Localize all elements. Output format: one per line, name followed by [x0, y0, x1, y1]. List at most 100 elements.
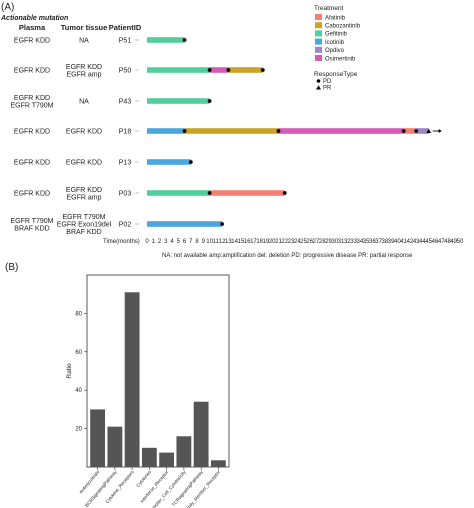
event-pd [207, 68, 212, 72]
patient-id: P43 [119, 99, 132, 106]
x-tick-label: Cytokines [135, 469, 152, 488]
x-tick-label: 23 [288, 239, 295, 245]
plasma-mutation: EGFR T790M [10, 102, 53, 109]
plasma-mutation: EGFR T790M [10, 218, 53, 225]
x-tick-label: 17 [250, 239, 257, 245]
tissue-mutation: EGFR KDD [66, 187, 102, 194]
patient-id: P02 [119, 222, 132, 229]
x-tick-label: 37 [375, 239, 382, 245]
x-tick-label: 7 [189, 239, 193, 245]
tissue-mutation: EGFR KDD [66, 129, 102, 136]
tissue-mutation: BRAF KDD [66, 229, 101, 236]
bar-tgfb-family-member-receptor [210, 460, 226, 467]
tissue-mutation: EGFR Exon19del [57, 222, 112, 229]
legend-swatch [315, 38, 322, 45]
x-tick-label: 26 [306, 239, 313, 245]
x-tick-label: 1 [152, 239, 156, 245]
x-tick-label: 3 [164, 239, 168, 245]
x-tick-label: 42 [407, 239, 414, 245]
swimmer-legend: Treatment Afatinib Cabozantinib Gefitinib Ic… [314, 5, 361, 92]
y-axis-label: Ratio [66, 363, 73, 379]
bar-naturalkiller-cell-cytotoxicity [176, 436, 192, 467]
x-tick-label: 12 [219, 239, 226, 245]
x-axis-label: Time(months) [103, 239, 140, 245]
patient-id: P18 [119, 129, 132, 136]
plasma-mutation: BRAF KDD [14, 225, 49, 232]
x-tick-label: 21 [275, 239, 282, 245]
x-tick-label: 40 [394, 239, 401, 245]
plasma-mutation: EGFR KDD [14, 38, 50, 45]
header-patient-id: PatientID [109, 23, 142, 32]
x-tick-label: 47 [438, 239, 445, 245]
swimmer-subtitle: Actionable mutation [0, 15, 68, 22]
legend-treatment-item: Cabozantinib [325, 24, 361, 30]
tissue-mutation: EGFR KDD [66, 64, 102, 71]
plasma-mutation: EGFR KDD [14, 95, 50, 102]
y-tick-label: 40 [75, 388, 82, 394]
event-pd [220, 222, 225, 226]
plasma-mutation: EGFR KDD [14, 191, 50, 198]
legend-treatment-item: Afatinib [325, 15, 346, 21]
tissue-mutation: EGFR T790M [62, 214, 105, 221]
x-tick-label: 15 [238, 239, 245, 245]
x-tick-label: 28 [319, 239, 326, 245]
patient-row-P51: EGFR KDD NA P51 [14, 37, 187, 45]
event-pr [426, 128, 431, 133]
x-tick-label: 13 [225, 239, 232, 245]
legend-treatment-item: Osimertinib [325, 56, 356, 62]
event-pd [226, 68, 231, 72]
treatment-segment-icotinib [147, 221, 223, 227]
legend-swatch [315, 14, 322, 20]
legend-swatch [315, 46, 322, 53]
x-tick-label: 39 [388, 239, 395, 245]
x-tick-label: 16 [244, 239, 251, 245]
treatment-segment-icotinib [147, 159, 191, 165]
event-pd [282, 191, 287, 195]
x-tick-label: 33 [350, 239, 357, 245]
tissue-mutation: EGFR amp [66, 194, 101, 201]
swimmer-time-axis: Time(months) 0 1 2 3 4 5 6 7 8 9 10 11 12 13 14 15 16 17 18… [103, 239, 464, 245]
x-tick-label: 8 [195, 239, 199, 245]
legend-response-item: PR [323, 86, 332, 92]
legend-swatch [315, 22, 322, 29]
tissue-mutation: NA [79, 38, 89, 45]
patient-id: P51 [119, 38, 132, 45]
legend-swatch [315, 30, 322, 37]
patient-row-P13: EGFR KDD EGFR KDD P13 [14, 159, 193, 167]
x-tick-label: 35 [363, 239, 370, 245]
bar-chart: 20406080RatioAntimicrobialsBCRSignalingP… [66, 274, 230, 508]
event-pd [414, 129, 419, 133]
x-tick-label: 32 [344, 239, 351, 245]
panel-b-label: (B) [5, 262, 18, 273]
x-tick-label: 18 [256, 239, 263, 245]
legend-response-title: ResponseType [314, 71, 358, 78]
x-tick-label: 25 [300, 239, 307, 245]
x-tick-label: 50 [457, 239, 464, 245]
patient-id: P03 [119, 191, 132, 198]
x-tick-label: 43 [413, 239, 420, 245]
y-tick-label: 60 [75, 350, 82, 356]
y-tick-label: 80 [75, 311, 82, 317]
legend-treatment-item: Opdivo [325, 48, 345, 54]
legend-treatment-item: Icotinib [325, 40, 345, 46]
x-tick-label: 41 [400, 239, 407, 245]
treatment-segment-icotinib [147, 128, 185, 134]
x-tick-label: 27 [313, 239, 320, 245]
x-tick-label: 36 [369, 239, 376, 245]
legend-swatch [315, 55, 322, 61]
plasma-mutation: EGFR KDD [14, 68, 50, 75]
x-tick-label: 48 [444, 239, 451, 245]
ongoing-arrow-head [438, 129, 442, 133]
treatment-segment-gefitinib [147, 190, 210, 196]
bar-cytokines [141, 447, 157, 467]
treatment-segment-osimertinib [209, 67, 229, 73]
panel-a-label: (A) [1, 2, 14, 13]
header-tumor-tissue: Tumor tissue [61, 23, 108, 32]
event-pd [207, 99, 212, 103]
